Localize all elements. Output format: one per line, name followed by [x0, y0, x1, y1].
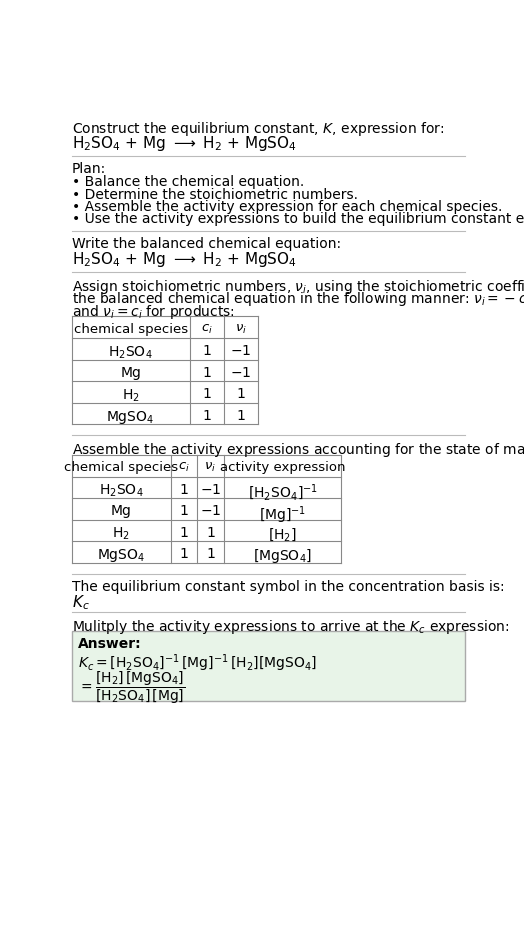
Text: $\nu_i$: $\nu_i$	[235, 323, 247, 336]
Text: • Assemble the activity expression for each chemical species.: • Assemble the activity expression for e…	[72, 200, 502, 214]
Text: $c_i$: $c_i$	[178, 461, 190, 474]
Text: $K_c = [\mathrm{H_2SO_4}]^{-1}\,[\mathrm{Mg}]^{-1}\,[\mathrm{H_2}][\mathrm{MgSO_: $K_c = [\mathrm{H_2SO_4}]^{-1}\,[\mathrm…	[78, 652, 317, 674]
Text: and $\nu_i = c_i$ for products:: and $\nu_i = c_i$ for products:	[72, 303, 235, 321]
Text: $-1$: $-1$	[200, 483, 221, 496]
Text: 1: 1	[206, 526, 215, 540]
Text: chemical species: chemical species	[64, 461, 178, 474]
Text: • Determine the stoichiometric numbers.: • Determine the stoichiometric numbers.	[72, 188, 358, 202]
Text: $-1$: $-1$	[230, 344, 252, 358]
Text: the balanced chemical equation in the following manner: $\nu_i = -c_i$ for react: the balanced chemical equation in the fo…	[72, 290, 524, 308]
Text: $\mathrm{MgSO_4}$: $\mathrm{MgSO_4}$	[97, 548, 145, 565]
Text: $-1$: $-1$	[200, 504, 221, 518]
Text: $[\mathrm{Mg}]^{-1}$: $[\mathrm{Mg}]^{-1}$	[259, 504, 306, 526]
Text: 1: 1	[180, 526, 189, 540]
Text: 1: 1	[236, 409, 245, 423]
Text: chemical species: chemical species	[73, 323, 188, 336]
Text: 1: 1	[180, 504, 189, 518]
Text: $\nu_i$: $\nu_i$	[204, 461, 216, 474]
Text: • Use the activity expressions to build the equilibrium constant expression.: • Use the activity expressions to build …	[72, 213, 524, 227]
Text: 1: 1	[236, 387, 245, 401]
Text: 1: 1	[202, 344, 211, 358]
Text: $\mathrm{H_2}$: $\mathrm{H_2}$	[122, 387, 139, 403]
Text: Answer:: Answer:	[78, 637, 141, 651]
Text: $\mathrm{H_2}$: $\mathrm{H_2}$	[113, 526, 130, 542]
Text: Assemble the activity expressions accounting for the state of matter and $\nu_i$: Assemble the activity expressions accoun…	[72, 441, 524, 459]
Text: $= \dfrac{[\mathrm{H_2}]\,[\mathrm{MgSO_4}]}{[\mathrm{H_2SO_4}]\,[\mathrm{Mg}]}$: $= \dfrac{[\mathrm{H_2}]\,[\mathrm{MgSO_…	[78, 670, 185, 706]
Text: 1: 1	[202, 365, 211, 380]
Text: 1: 1	[202, 409, 211, 423]
Text: Write the balanced chemical equation:: Write the balanced chemical equation:	[72, 237, 341, 251]
Text: $c_i$: $c_i$	[201, 323, 212, 336]
Text: The equilibrium constant symbol in the concentration basis is:: The equilibrium constant symbol in the c…	[72, 580, 504, 594]
Text: 1: 1	[202, 387, 211, 401]
Text: $[\mathrm{MgSO_4}]$: $[\mathrm{MgSO_4}]$	[253, 548, 312, 566]
Text: 1: 1	[180, 483, 189, 496]
FancyBboxPatch shape	[72, 631, 465, 700]
Text: $[\mathrm{H_2}]$: $[\mathrm{H_2}]$	[268, 526, 297, 543]
Text: $K_c$: $K_c$	[72, 593, 90, 611]
Text: 1: 1	[180, 548, 189, 562]
Text: $\mathrm{MgSO_4}$: $\mathrm{MgSO_4}$	[106, 409, 155, 426]
Text: 1: 1	[206, 548, 215, 562]
Text: $\mathrm{H_2SO_4}$ + Mg $\longrightarrow$ $\mathrm{H_2}$ + $\mathrm{MgSO_4}$: $\mathrm{H_2SO_4}$ + Mg $\longrightarrow…	[72, 134, 297, 153]
Text: activity expression: activity expression	[220, 461, 345, 474]
Text: Plan:: Plan:	[72, 162, 106, 177]
Text: Assign stoichiometric numbers, $\nu_i$, using the stoichiometric coefficients, $: Assign stoichiometric numbers, $\nu_i$, …	[72, 278, 524, 296]
Text: $\mathrm{H_2SO_4}$: $\mathrm{H_2SO_4}$	[99, 483, 144, 499]
Text: Mg: Mg	[111, 504, 132, 518]
Text: $\mathrm{H_2SO_4}$ + Mg $\longrightarrow$ $\mathrm{H_2}$ + $\mathrm{MgSO_4}$: $\mathrm{H_2SO_4}$ + Mg $\longrightarrow…	[72, 251, 297, 270]
Text: Mulitply the activity expressions to arrive at the $K_c$ expression:: Mulitply the activity expressions to arr…	[72, 618, 509, 636]
Text: • Balance the chemical equation.: • Balance the chemical equation.	[72, 176, 304, 190]
Text: $[\mathrm{H_2SO_4}]^{-1}$: $[\mathrm{H_2SO_4}]^{-1}$	[247, 483, 318, 503]
Text: $\mathrm{H_2SO_4}$: $\mathrm{H_2SO_4}$	[108, 344, 153, 361]
Text: $-1$: $-1$	[230, 365, 252, 380]
Text: Mg: Mg	[120, 365, 141, 380]
Text: Construct the equilibrium constant, $K$, expression for:: Construct the equilibrium constant, $K$,…	[72, 120, 444, 138]
